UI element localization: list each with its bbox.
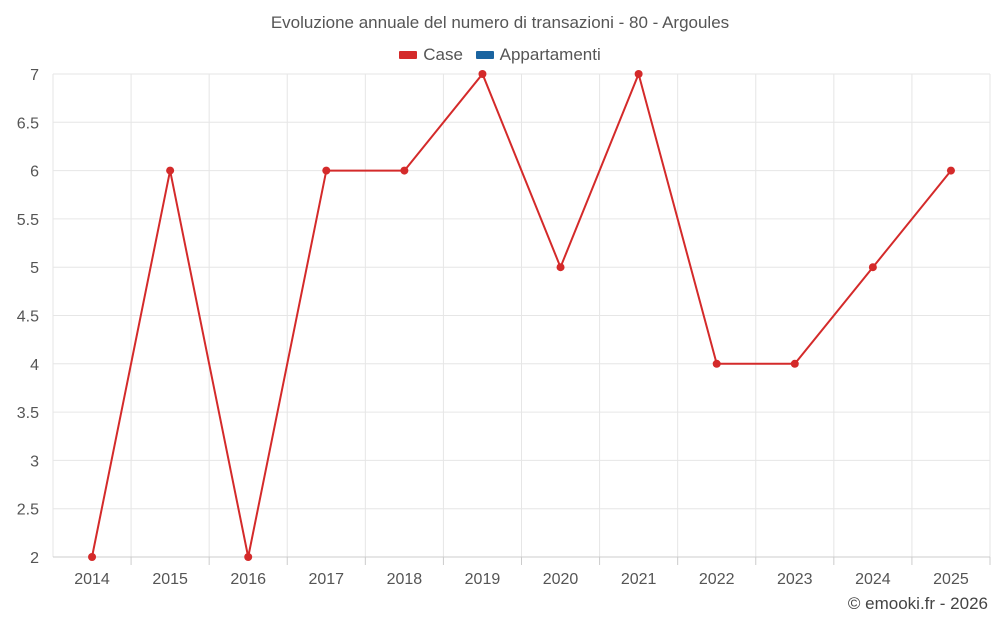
data-point: [88, 553, 97, 561]
y-tick-label: 2: [30, 550, 39, 567]
x-tick-label: 2017: [308, 571, 344, 588]
data-point: [946, 166, 955, 175]
legend: Case Appartamenti: [0, 44, 1000, 65]
data-point: [556, 263, 565, 272]
x-tick-label: 2016: [230, 571, 266, 588]
x-tick-label: 2019: [465, 571, 501, 588]
data-point: [712, 359, 721, 368]
x-tick-label: 2025: [933, 571, 969, 588]
y-tick-label: 2.5: [17, 502, 39, 519]
footer-credit: © emooki.fr - 2026: [847, 594, 988, 613]
data-point: [400, 166, 409, 175]
legend-label-appartamenti: Appartamenti: [499, 45, 601, 64]
legend-swatch-case: [399, 51, 418, 59]
legend-label-case: Case: [423, 45, 463, 64]
data-point: [244, 553, 253, 561]
x-tick-label: 2014: [74, 571, 110, 588]
data-point: [790, 359, 799, 368]
x-tick-label: 2018: [387, 571, 423, 588]
legend-item-appartamenti[interactable]: Appartamenti: [475, 45, 601, 65]
data-point: [478, 70, 487, 78]
y-tick-label: 4: [30, 357, 39, 374]
data-point: [634, 70, 643, 78]
x-tick-label: 2023: [777, 571, 813, 588]
y-tick-label: 4.5: [17, 309, 39, 326]
x-tick-label: 2015: [152, 571, 188, 588]
data-point: [868, 263, 877, 272]
x-tick-label: 2020: [543, 571, 579, 588]
y-tick-label: 3.5: [17, 405, 39, 422]
y-tick-label: 6: [30, 164, 39, 181]
x-tick-label: 2022: [699, 571, 735, 588]
y-tick-label: 6.5: [17, 115, 39, 132]
y-tick-label: 3: [30, 453, 39, 470]
x-tick-label: 2024: [855, 571, 891, 588]
legend-swatch-appartamenti: [475, 51, 494, 59]
x-tick-label: 2021: [621, 571, 657, 588]
data-point: [322, 166, 331, 175]
y-tick-label: 5: [30, 260, 39, 277]
y-tick-label: 7: [30, 67, 39, 84]
legend-item-case[interactable]: Case: [399, 45, 463, 65]
data-point: [166, 166, 175, 175]
series-line-case: [91, 70, 952, 558]
y-tick-label: 5.5: [17, 212, 39, 229]
chart-title: Evoluzione annuale del numero di transaz…: [270, 13, 730, 32]
